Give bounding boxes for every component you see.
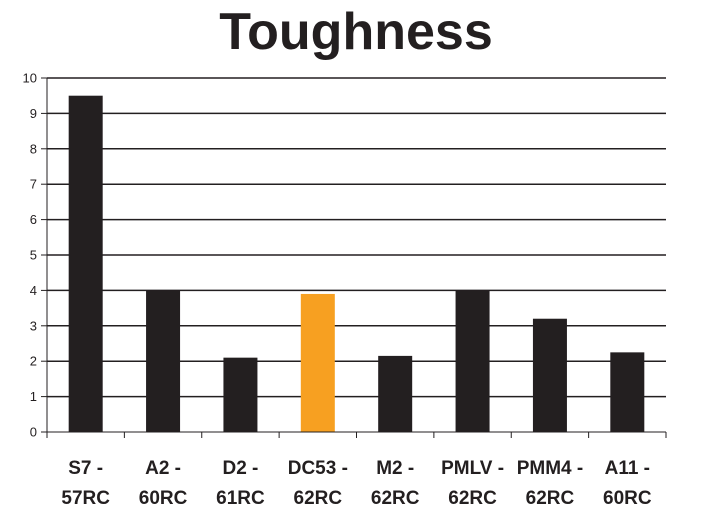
bar: [223, 357, 258, 432]
y-tick-label: 5: [30, 248, 37, 263]
x-tick-label: M2 -62RC: [371, 458, 420, 509]
bar: [68, 95, 103, 432]
x-tick-label: PMLV -62RC: [441, 458, 504, 509]
gridlines: [47, 77, 666, 398]
bars: [68, 95, 645, 432]
y-tick-label: 2: [30, 354, 37, 369]
y-tick-label: 9: [30, 106, 37, 121]
y-tick-label: 6: [30, 212, 37, 227]
x-tick-label: D2 -61RC: [216, 458, 265, 509]
x-tick-label: S7 -57RC: [61, 458, 110, 509]
y-tick-label: 8: [30, 141, 37, 156]
y-tick-label: 0: [30, 425, 37, 440]
y-tick-labels: 0 1 2 3 4 5 6 7 8 9 10: [23, 71, 37, 440]
y-tick-label: 1: [30, 389, 37, 404]
bar: [532, 318, 567, 432]
bar: [378, 355, 413, 432]
y-tick-label: 7: [30, 177, 37, 192]
bar: [146, 290, 181, 432]
axes: [41, 77, 667, 438]
bar: [300, 293, 335, 432]
y-tick-label: 3: [30, 318, 37, 333]
x-tick-label: A2 -60RC: [139, 458, 188, 509]
x-tick-label: PMM4 -62RC: [517, 458, 584, 509]
y-tick-label: 10: [23, 71, 37, 86]
x-tick-labels: S7 -57RC A2 -60RC D2 -61RC DC53 -62RC M2 -62…: [61, 458, 651, 509]
bar: [610, 352, 645, 432]
x-tick-label: A11 -60RC: [603, 458, 652, 509]
x-tick-label: DC53 -62RC: [288, 458, 348, 509]
bar: [455, 290, 490, 432]
chart-title: Toughness: [219, 3, 493, 61]
y-tick-label: 4: [30, 283, 37, 298]
